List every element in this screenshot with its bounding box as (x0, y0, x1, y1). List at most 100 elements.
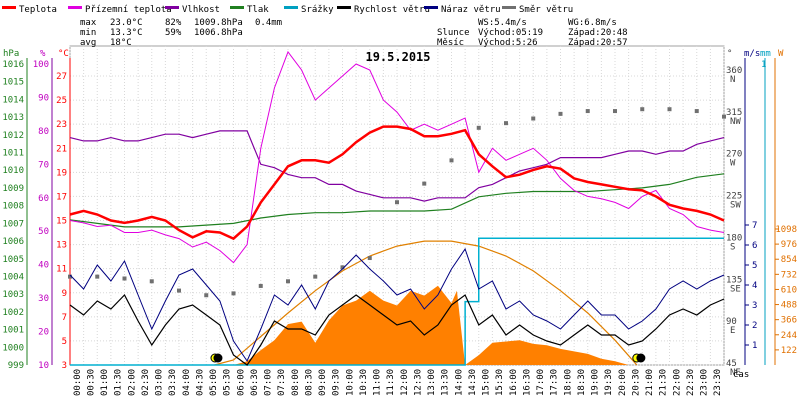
pct-tick-label: 90 (38, 93, 49, 103)
solar-tick-label: 244 (781, 331, 797, 341)
legend-label: Směr větru (519, 5, 573, 15)
time-tick-label: 00:00 (73, 369, 83, 396)
temp-tick-label: 19 (56, 168, 67, 178)
wind-tick-label: 3 (752, 301, 757, 311)
temp-tick-label: 21 (56, 144, 67, 154)
dir-tick-value: 360 (726, 66, 742, 76)
moon-icon (213, 353, 223, 363)
hpa-tick-label: 1014 (2, 95, 24, 105)
stat-value: max (80, 18, 97, 28)
temp-tick-label: 9 (62, 289, 67, 299)
dir-tick-compass: NE (730, 368, 741, 378)
hpa-tick-label: 1011 (2, 149, 24, 159)
stat-ws: WS:5.4m/s (478, 18, 527, 28)
wind-direction-point (204, 293, 209, 298)
pct-tick-label: 80 (38, 127, 49, 137)
pct-tick-label: 70 (38, 160, 49, 170)
wind-direction-point (585, 109, 590, 114)
wind-direction-point (68, 274, 72, 279)
moon-icon (636, 353, 646, 363)
time-tick-label: 03:00 (155, 369, 165, 396)
time-tick-label: 02:30 (141, 369, 151, 396)
stat-value: min (80, 28, 96, 38)
hpa-tick-label: 1010 (2, 166, 24, 176)
solar-tick-label: 610 (781, 285, 797, 295)
time-tick-label: 05:00 (209, 369, 219, 396)
time-tick-label: 18:30 (577, 369, 587, 396)
solar-clear-sky-line (214, 240, 638, 366)
temp-tick-label: 7 (62, 313, 67, 323)
time-tick-label: 20:30 (631, 369, 641, 396)
stat-value: 13.3°C (110, 28, 143, 38)
solar-tick-label: 366 (781, 316, 797, 326)
wind-direction-point (340, 265, 345, 270)
stat-value: 1006.8hPa (194, 28, 243, 38)
time-tick-label: 06:00 (236, 369, 246, 396)
time-tick-label: 11:00 (373, 369, 383, 396)
pct-tick-label: 30 (38, 294, 49, 304)
time-tick-label: 18:00 (563, 369, 573, 396)
dir-tick-compass: SE (730, 284, 741, 294)
pct-unit: % (40, 49, 46, 59)
chart-title: 19.5.2015 (365, 50, 430, 64)
time-tick-label: 23:30 (713, 369, 723, 396)
moon-set: Západ:20:57 (568, 38, 628, 48)
wind-direction-point (722, 114, 726, 119)
time-tick-label: 21:30 (659, 369, 669, 396)
solar-tick-label: 854 (781, 255, 797, 265)
time-tick-label: 01:00 (100, 369, 110, 396)
wind-tick-label: 6 (752, 241, 757, 251)
hpa-tick-label: 1016 (2, 60, 24, 70)
legend-swatch (230, 6, 244, 9)
dir-tick-value: 180 (726, 233, 742, 243)
time-tick-label: 13:30 (441, 369, 451, 396)
time-tick-label: 06:30 (250, 369, 260, 396)
time-tick-label: 14:30 (468, 369, 478, 396)
sun-set: Západ:20:48 (568, 28, 628, 38)
wind-direction-point (667, 107, 672, 112)
temp-tick-label: 25 (56, 96, 67, 106)
pct-tick-label: 50 (38, 227, 49, 237)
wind-tick-label: 4 (752, 281, 757, 291)
time-tick-label: 19:00 (591, 369, 601, 396)
wind-direction-point (613, 109, 617, 114)
stat-value: 23.0°C (110, 18, 143, 28)
dir-tick-compass: S (730, 242, 735, 252)
hpa-tick-label: 1003 (2, 290, 24, 300)
hpa-tick-label: 999 (8, 361, 24, 371)
legend-swatch (424, 6, 438, 9)
dir-tick-compass: SW (730, 201, 741, 211)
legend-label: Tlak (247, 5, 269, 15)
time-tick-label: 17:00 (536, 369, 546, 396)
sun-label: Slunce (437, 28, 470, 38)
time-tick-label: 03:30 (168, 369, 178, 396)
dir-tick-value: 225 (726, 192, 742, 202)
time-tick-label: 12:30 (413, 369, 423, 396)
hpa-tick-label: 1008 (2, 202, 24, 212)
solar-tick-label: 732 (781, 270, 797, 280)
dir-tick-value: 270 (726, 150, 742, 160)
pct-tick-label: 60 (38, 194, 49, 204)
series-layer (68, 50, 726, 366)
wind-direction-point (122, 276, 127, 281)
temp-tick-label: 13 (56, 241, 67, 251)
wind-direction-point (395, 200, 399, 205)
time-tick-label: 15:00 (482, 369, 492, 396)
time-tick-label: 07:00 (264, 369, 274, 396)
dir-tick-compass: NW (730, 117, 741, 127)
time-tick-label: 16:30 (522, 369, 532, 396)
legend-swatch (2, 6, 16, 9)
wind-direction-point (313, 274, 318, 279)
hpa-tick-label: 1006 (2, 237, 24, 247)
wind-tick-label: 7 (752, 221, 757, 231)
axes: hPa1016101510141013101210111010100910081… (2, 49, 797, 396)
time-tick-label: 08:00 (291, 369, 301, 396)
time-tick-label: 10:30 (359, 369, 369, 396)
time-tick-label: 05:30 (223, 369, 233, 396)
pct-tick-label: 40 (38, 261, 49, 271)
time-tick-label: 16:00 (509, 369, 519, 396)
temp-tick-label: 5 (62, 337, 67, 347)
solar-tick-label: 488 (781, 301, 797, 311)
temperature-line (69, 125, 725, 241)
